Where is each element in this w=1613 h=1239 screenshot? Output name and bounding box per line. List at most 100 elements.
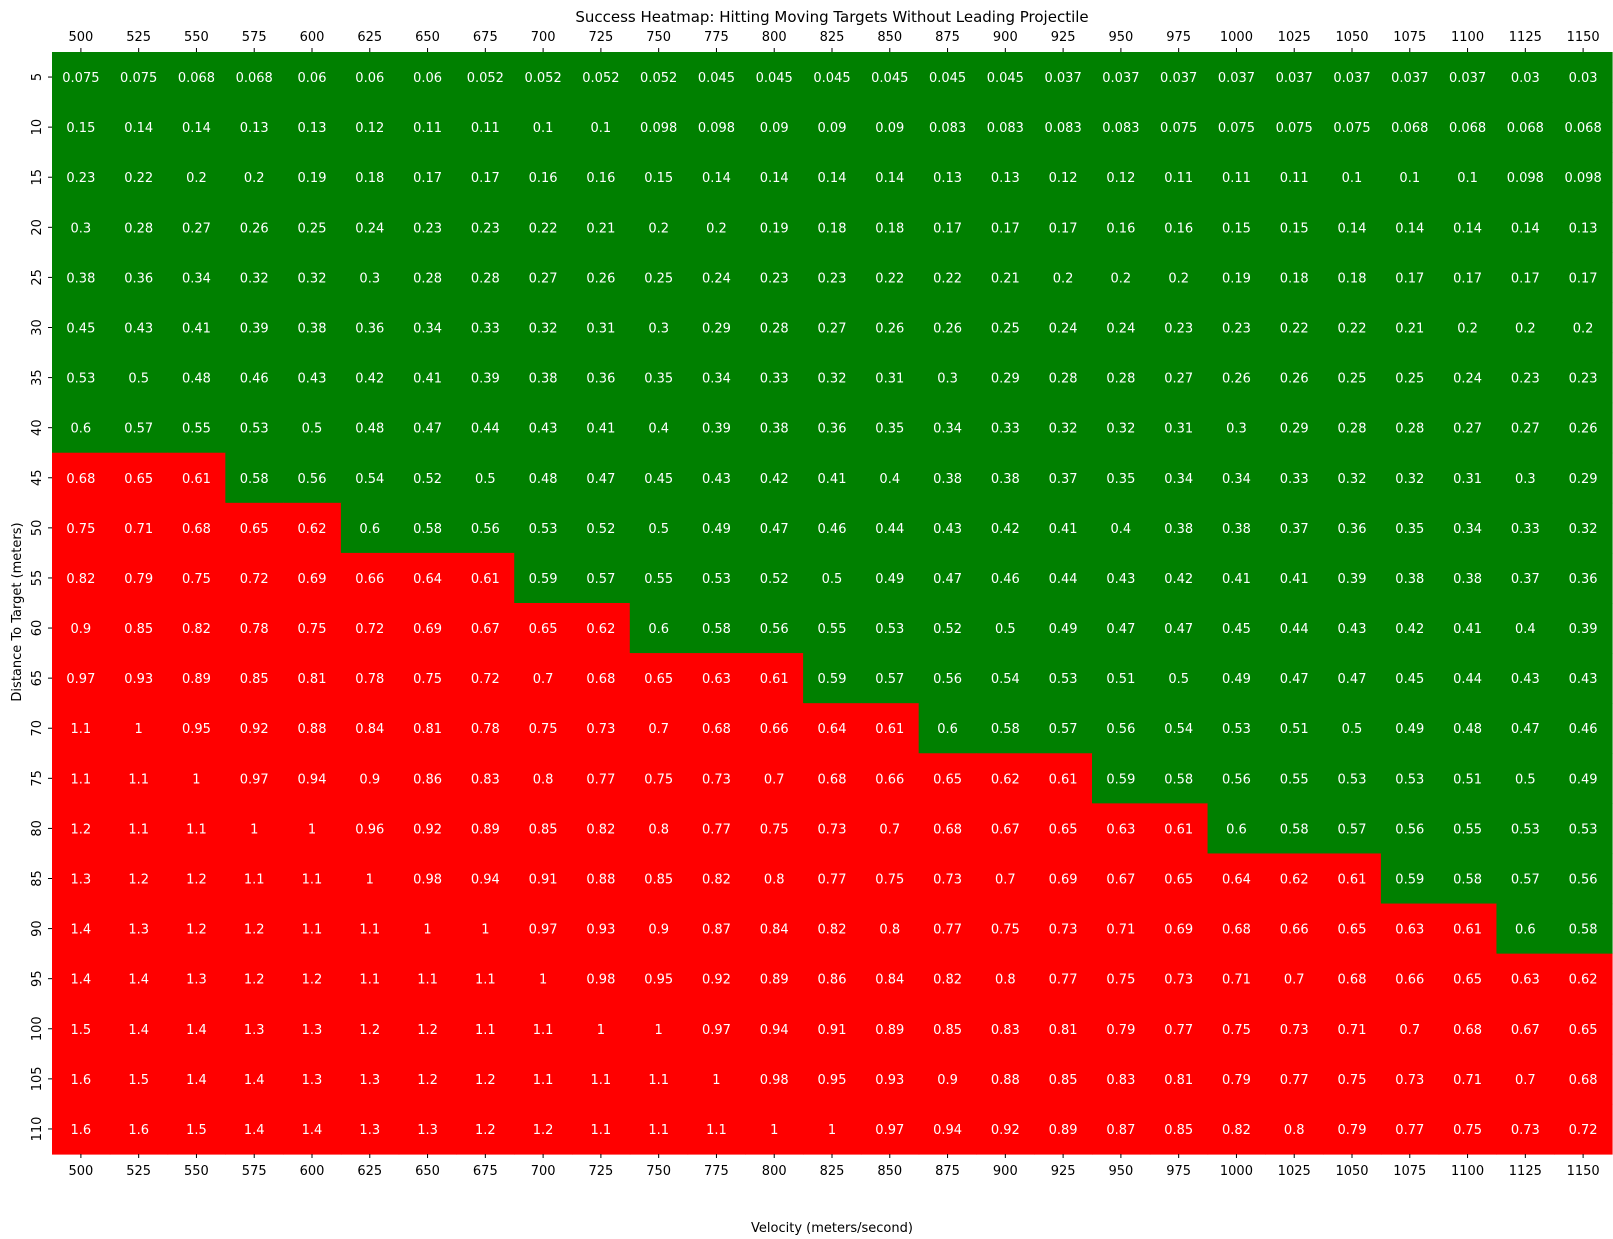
cell-value-label: 0.28 [1395, 422, 1424, 437]
heatmap-cell [803, 52, 862, 103]
heatmap-cell [283, 152, 342, 203]
heatmap-cell [514, 603, 573, 654]
heatmap-cell [167, 52, 226, 103]
cell-value-label: 0.4 [1515, 622, 1536, 637]
cell-value-label: 0.2 [1515, 322, 1536, 337]
cell-value-label: 1.2 [533, 1123, 554, 1138]
heatmap-cell [225, 552, 284, 604]
heatmap-cell [572, 903, 631, 955]
cell-value-label: 0.4 [1111, 522, 1132, 537]
heatmap-cell [1554, 452, 1613, 504]
heatmap-cell [1380, 953, 1440, 1005]
y-tick-label: 20 [30, 219, 45, 236]
cell-value-label: 0.17 [1511, 271, 1540, 286]
heatmap-cell [860, 953, 920, 1005]
heatmap-cell [860, 452, 920, 504]
heatmap-cell [803, 502, 862, 554]
heatmap-cell [1438, 252, 1498, 304]
heatmap-cell [803, 1103, 862, 1155]
cell-value-label: 0.68 [702, 722, 731, 737]
heatmap-cell [1034, 452, 1093, 504]
cell-value-label: 0.09 [875, 121, 904, 136]
heatmap-cell [167, 552, 226, 604]
cell-value-label: 0.18 [818, 221, 847, 236]
heatmap-cell [398, 653, 458, 704]
heatmap-cell [398, 502, 458, 554]
heatmap-cell [109, 202, 169, 253]
heatmap-cell [1438, 703, 1498, 754]
cell-value-label: 0.69 [1164, 923, 1193, 938]
heatmap-cell [629, 52, 689, 103]
cell-value-label: 0.26 [1569, 422, 1598, 437]
heatmap-cell [1149, 252, 1209, 304]
cell-value-label: 0.82 [182, 622, 211, 637]
heatmap-cell [225, 653, 284, 704]
cell-value-label: 0.29 [1569, 472, 1598, 487]
cell-value-label: 0.92 [413, 822, 442, 837]
cell-value-label: 1 [655, 1023, 663, 1038]
y-tick-label: 5 [30, 73, 45, 81]
cell-value-label: 0.65 [240, 522, 269, 537]
cell-value-label: 0.23 [1569, 372, 1598, 387]
cell-value-label: 0.72 [471, 672, 500, 687]
heatmap-cell [803, 803, 862, 855]
cell-value-label: 0.68 [182, 522, 211, 537]
heatmap-cell [803, 302, 862, 354]
cell-value-label: 0.47 [586, 472, 615, 487]
heatmap-cell [1149, 352, 1209, 404]
cell-value-label: 0.36 [818, 422, 847, 437]
cell-value-label: 0.46 [818, 522, 847, 537]
cell-value-label: 0.85 [1164, 1123, 1193, 1138]
heatmap-cell [803, 152, 862, 203]
cell-value-label: 0.11 [413, 121, 442, 136]
heatmap-cell [1207, 52, 1266, 103]
cell-value-label: 0.38 [760, 422, 789, 437]
heatmap-cell [860, 202, 920, 253]
cell-value-label: 0.73 [1511, 1123, 1540, 1138]
cell-value-label: 0.037 [1045, 71, 1082, 86]
cell-value-label: 0.77 [818, 873, 847, 888]
cell-value-label: 0.17 [1569, 271, 1598, 286]
cell-value-label: 1.2 [186, 873, 207, 888]
heatmap-cell [52, 603, 111, 654]
cell-value-label: 0.8 [1284, 1123, 1305, 1138]
heatmap-cell [1207, 703, 1266, 754]
cell-value-label: 0.27 [818, 322, 847, 337]
cell-value-label: 0.7 [648, 722, 669, 737]
cell-value-label: 0.36 [586, 372, 615, 387]
cell-value-label: 0.65 [1569, 1023, 1598, 1038]
cell-value-label: 0.068 [1507, 121, 1544, 136]
x-tick-label: 925 [1051, 30, 1076, 45]
heatmap-cell [456, 102, 515, 153]
heatmap-cell [629, 1003, 689, 1055]
heatmap-cell [340, 352, 400, 404]
y-tick-label: 35 [30, 369, 45, 386]
heatmap-cell [167, 252, 226, 304]
heatmap-cell [1207, 853, 1266, 905]
heatmap-cell [52, 452, 111, 504]
y-tick-label: 75 [30, 770, 45, 787]
cell-value-label: 0.34 [933, 422, 962, 437]
heatmap-cell [1034, 1003, 1093, 1055]
cell-value-label: 1.1 [475, 973, 496, 988]
cell-value-label: 0.3 [1226, 422, 1247, 437]
cell-value-label: 0.1 [591, 121, 612, 136]
heatmap-cell [687, 502, 746, 554]
cell-value-label: 0.5 [475, 472, 496, 487]
heatmap-cell [456, 903, 515, 955]
cell-value-label: 0.23 [1222, 322, 1251, 337]
cell-value-label: 0.49 [875, 572, 904, 587]
cell-value-label: 0.84 [355, 722, 384, 737]
heatmap-cell [860, 302, 920, 354]
cell-value-label: 0.13 [1569, 221, 1598, 236]
heatmap-cell [1323, 703, 1382, 754]
heatmap-cell [687, 653, 746, 704]
heatmap-cell [1034, 252, 1093, 304]
cell-value-label: 0.045 [813, 71, 850, 86]
cell-value-label: 1 [597, 1023, 605, 1038]
heatmap-cell [976, 502, 1035, 554]
heatmap-cell [860, 903, 920, 955]
heatmap-cell [1149, 302, 1209, 354]
cell-value-label: 0.45 [644, 472, 673, 487]
cell-value-label: 0.42 [1395, 622, 1424, 637]
